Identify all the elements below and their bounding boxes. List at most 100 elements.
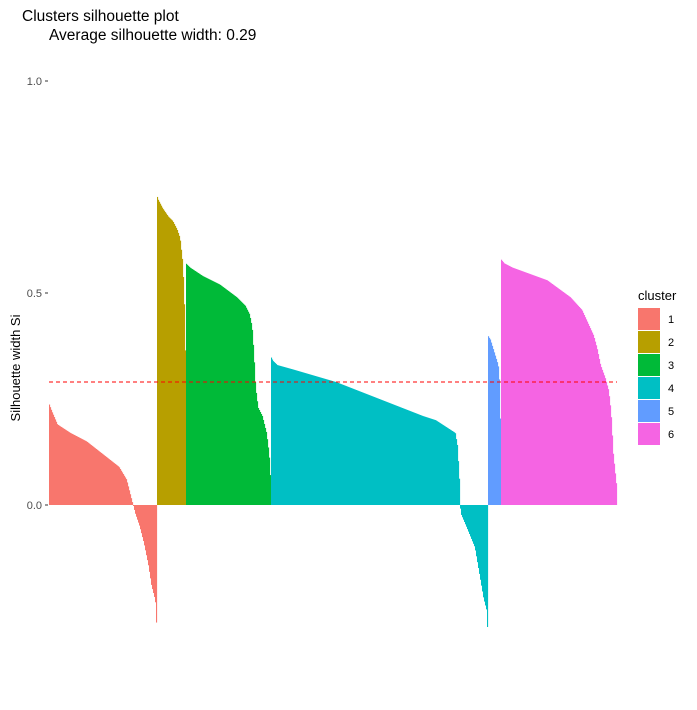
silhouette-bar <box>162 207 164 505</box>
silhouette-bar <box>80 438 82 505</box>
silhouette-bar <box>84 440 86 505</box>
silhouette-bar <box>347 386 349 505</box>
silhouette-bar <box>108 458 110 505</box>
silhouette-bar <box>144 505 146 546</box>
silhouette-bar <box>230 292 232 505</box>
silhouette-bar <box>68 431 70 505</box>
silhouette-bar <box>297 370 299 505</box>
silhouette-bar <box>429 418 431 505</box>
silhouette-bar <box>67 430 69 505</box>
silhouette-bar <box>257 401 259 505</box>
silhouette-bar <box>315 376 317 505</box>
silhouette-bar <box>204 276 206 505</box>
silhouette-bar <box>336 382 338 505</box>
silhouette-bar <box>327 379 329 505</box>
silhouette-bar <box>534 275 536 505</box>
silhouette-bar <box>111 460 113 505</box>
silhouette-bar <box>466 505 468 527</box>
silhouette-bar <box>367 394 369 505</box>
silhouette-bar <box>271 357 273 505</box>
silhouette-bar <box>396 405 398 505</box>
silhouette-bar <box>138 505 140 523</box>
silhouette-bar <box>334 381 336 505</box>
silhouette-bar <box>411 411 413 505</box>
silhouette-bar <box>390 403 392 505</box>
silhouette-bar <box>462 505 464 518</box>
silhouette-bar <box>155 505 157 603</box>
silhouette-bar <box>612 435 614 505</box>
silhouette-bar <box>405 409 407 505</box>
silhouette-bar <box>199 273 201 505</box>
silhouette-bar <box>371 395 373 505</box>
silhouette-bar <box>194 270 196 505</box>
silhouette-bar <box>579 306 581 505</box>
silhouette-bar <box>126 479 128 505</box>
silhouette-bar <box>225 288 227 505</box>
silhouette-bar <box>306 373 308 505</box>
silhouette-bar <box>550 282 552 505</box>
silhouette-bar <box>364 393 366 505</box>
silhouette-bar <box>303 372 305 505</box>
silhouette-bar <box>454 432 456 505</box>
silhouette-bar <box>52 412 54 505</box>
silhouette-bar <box>557 287 559 505</box>
silhouette-bar <box>375 397 377 505</box>
silhouette-bar <box>341 384 343 505</box>
legend: 1 2 3 4 5 6 <box>638 308 674 445</box>
silhouette-bar <box>418 414 420 505</box>
silhouette-bar <box>235 296 237 505</box>
silhouette-bar <box>377 398 379 505</box>
silhouette-bar <box>415 413 417 505</box>
silhouette-bar <box>316 376 318 505</box>
silhouette-bar <box>270 475 272 505</box>
legend-label-4: 4 <box>668 383 674 395</box>
silhouette-bar <box>379 399 381 505</box>
silhouette-bar <box>425 416 427 505</box>
silhouette-bar <box>104 455 106 505</box>
silhouette-bar <box>254 362 256 505</box>
legend-title: cluster <box>638 288 677 303</box>
silhouette-bar <box>168 216 170 505</box>
silhouette-bar <box>533 275 535 505</box>
silhouette-bar <box>167 215 169 506</box>
silhouette-bar <box>574 301 576 505</box>
silhouette-bar <box>537 276 539 505</box>
silhouette-bar <box>398 406 400 505</box>
silhouette-bar <box>477 505 479 563</box>
silhouette-bar <box>441 423 443 505</box>
silhouette-bar <box>342 384 344 505</box>
silhouette-bar <box>505 263 507 505</box>
silhouette-bar <box>142 505 144 538</box>
silhouette-bar <box>90 444 92 505</box>
silhouette-bar <box>73 434 75 505</box>
silhouette-bar <box>215 282 217 505</box>
silhouette-bar <box>277 365 279 505</box>
silhouette-bar <box>280 365 282 505</box>
silhouette-bar <box>508 265 510 505</box>
silhouette-bar <box>200 274 202 505</box>
silhouette-bar <box>609 396 611 505</box>
silhouette-bar <box>261 413 263 505</box>
silhouette-bar <box>348 386 350 505</box>
silhouette-bar <box>89 443 91 505</box>
silhouette-bar <box>448 428 450 505</box>
silhouette-bar <box>249 313 251 505</box>
silhouette-bar <box>149 505 151 572</box>
silhouette-bar <box>311 374 313 505</box>
cluster-3-bars <box>186 263 272 505</box>
silhouette-bar <box>305 373 307 505</box>
silhouette-bar <box>206 277 208 505</box>
silhouette-bar <box>581 309 583 505</box>
silhouette-bar <box>279 365 281 505</box>
silhouette-bar <box>281 366 283 505</box>
silhouette-bar <box>120 469 122 505</box>
silhouette-bar <box>66 430 68 505</box>
silhouette-bar <box>506 264 508 505</box>
silhouette-bar <box>61 426 63 505</box>
silhouette-bar <box>433 419 435 505</box>
silhouette-bar <box>53 414 55 505</box>
silhouette-bar <box>278 365 280 505</box>
silhouette-bar <box>54 417 56 505</box>
silhouette-bar <box>288 368 290 505</box>
